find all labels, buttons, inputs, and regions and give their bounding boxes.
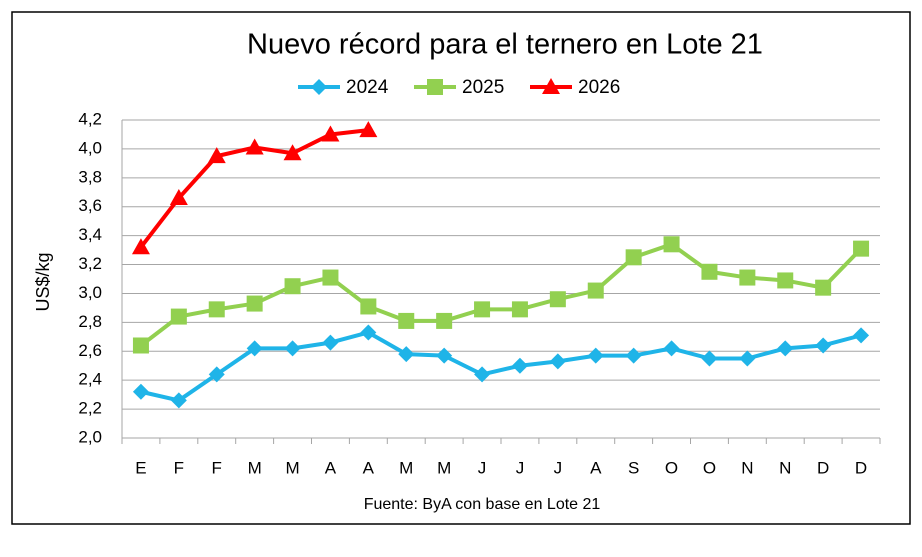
marker <box>132 337 149 354</box>
x-tick-label: M <box>248 458 262 477</box>
x-tick-label: O <box>703 458 716 477</box>
y-tick-label: 3,2 <box>78 254 102 273</box>
marker <box>815 337 832 354</box>
marker <box>170 308 187 325</box>
x-tick-label: M <box>285 458 299 477</box>
marker <box>321 125 340 142</box>
legend-label: 2024 <box>346 77 389 98</box>
marker <box>474 301 491 318</box>
x-tick-label: N <box>741 458 753 477</box>
marker <box>663 340 680 357</box>
y-tick-label: 4,2 <box>78 109 102 128</box>
marker <box>322 334 339 351</box>
marker <box>246 295 263 312</box>
marker <box>359 121 378 138</box>
marker <box>283 144 302 161</box>
marker <box>245 138 264 155</box>
x-tick-label: J <box>554 458 563 477</box>
marker <box>739 350 756 367</box>
marker <box>131 238 150 255</box>
y-tick-label: 3,4 <box>78 225 102 244</box>
marker <box>169 189 188 206</box>
marker <box>208 366 225 383</box>
marker <box>701 263 718 280</box>
marker <box>170 392 187 409</box>
marker <box>246 340 263 357</box>
x-tick-label: A <box>325 458 337 477</box>
marker <box>322 269 339 286</box>
marker <box>284 278 301 295</box>
marker <box>398 312 415 329</box>
marker <box>701 350 718 367</box>
legend-label: 2026 <box>578 77 620 98</box>
marker <box>132 383 149 400</box>
marker <box>625 347 642 364</box>
marker <box>436 347 453 364</box>
y-tick-label: 2,8 <box>78 312 102 331</box>
marker <box>663 236 680 253</box>
chart-border <box>11 11 911 525</box>
marker <box>777 340 794 357</box>
marker <box>360 298 377 315</box>
y-tick-label: 2,6 <box>78 341 102 360</box>
marker <box>815 279 832 296</box>
marker <box>549 291 566 308</box>
marker <box>549 353 566 370</box>
x-tick-label: M <box>437 458 451 477</box>
y-axis-label: US$/kg <box>33 252 53 311</box>
legend-marker <box>542 78 560 94</box>
marker <box>436 312 453 329</box>
y-tick-label: 2,0 <box>78 427 102 446</box>
source: Fuente: ByA con base en Lote 21 <box>364 496 601 513</box>
chart-title: Nuevo récord para el ternero en Lote 21 <box>247 29 763 61</box>
legend-label: 2025 <box>462 77 504 98</box>
x-tick-label: M <box>399 458 413 477</box>
marker <box>739 269 756 286</box>
marker <box>511 301 528 318</box>
marker <box>587 347 604 364</box>
x-tick-label: F <box>174 458 184 477</box>
x-tick-label: A <box>363 458 375 477</box>
x-tick-label: J <box>516 458 525 477</box>
marker <box>625 249 642 266</box>
legend-marker <box>311 79 327 95</box>
x-tick-label: A <box>590 458 602 477</box>
marker <box>208 301 225 318</box>
y-tick-label: 2,2 <box>78 399 102 418</box>
x-tick-label: J <box>478 458 487 477</box>
y-tick-label: 2,4 <box>78 370 102 389</box>
marker <box>853 240 870 257</box>
x-tick-label: D <box>855 458 867 477</box>
marker <box>511 357 528 374</box>
marker <box>398 346 415 363</box>
legend-marker <box>427 79 443 95</box>
x-tick-label: S <box>628 458 639 477</box>
marker <box>360 324 377 341</box>
marker <box>474 366 491 383</box>
y-tick-label: 3,6 <box>78 196 102 215</box>
marker <box>284 340 301 357</box>
x-tick-label: O <box>665 458 678 477</box>
x-tick-label: F <box>212 458 222 477</box>
x-tick-label: N <box>779 458 791 477</box>
y-tick-label: 3,0 <box>78 283 102 302</box>
x-tick-label: D <box>817 458 829 477</box>
marker <box>587 282 604 299</box>
marker <box>207 147 226 164</box>
x-tick-label: E <box>135 458 146 477</box>
y-tick-label: 4,0 <box>78 138 102 157</box>
marker <box>777 272 794 289</box>
y-tick-label: 3,8 <box>78 167 102 186</box>
marker <box>853 327 870 344</box>
